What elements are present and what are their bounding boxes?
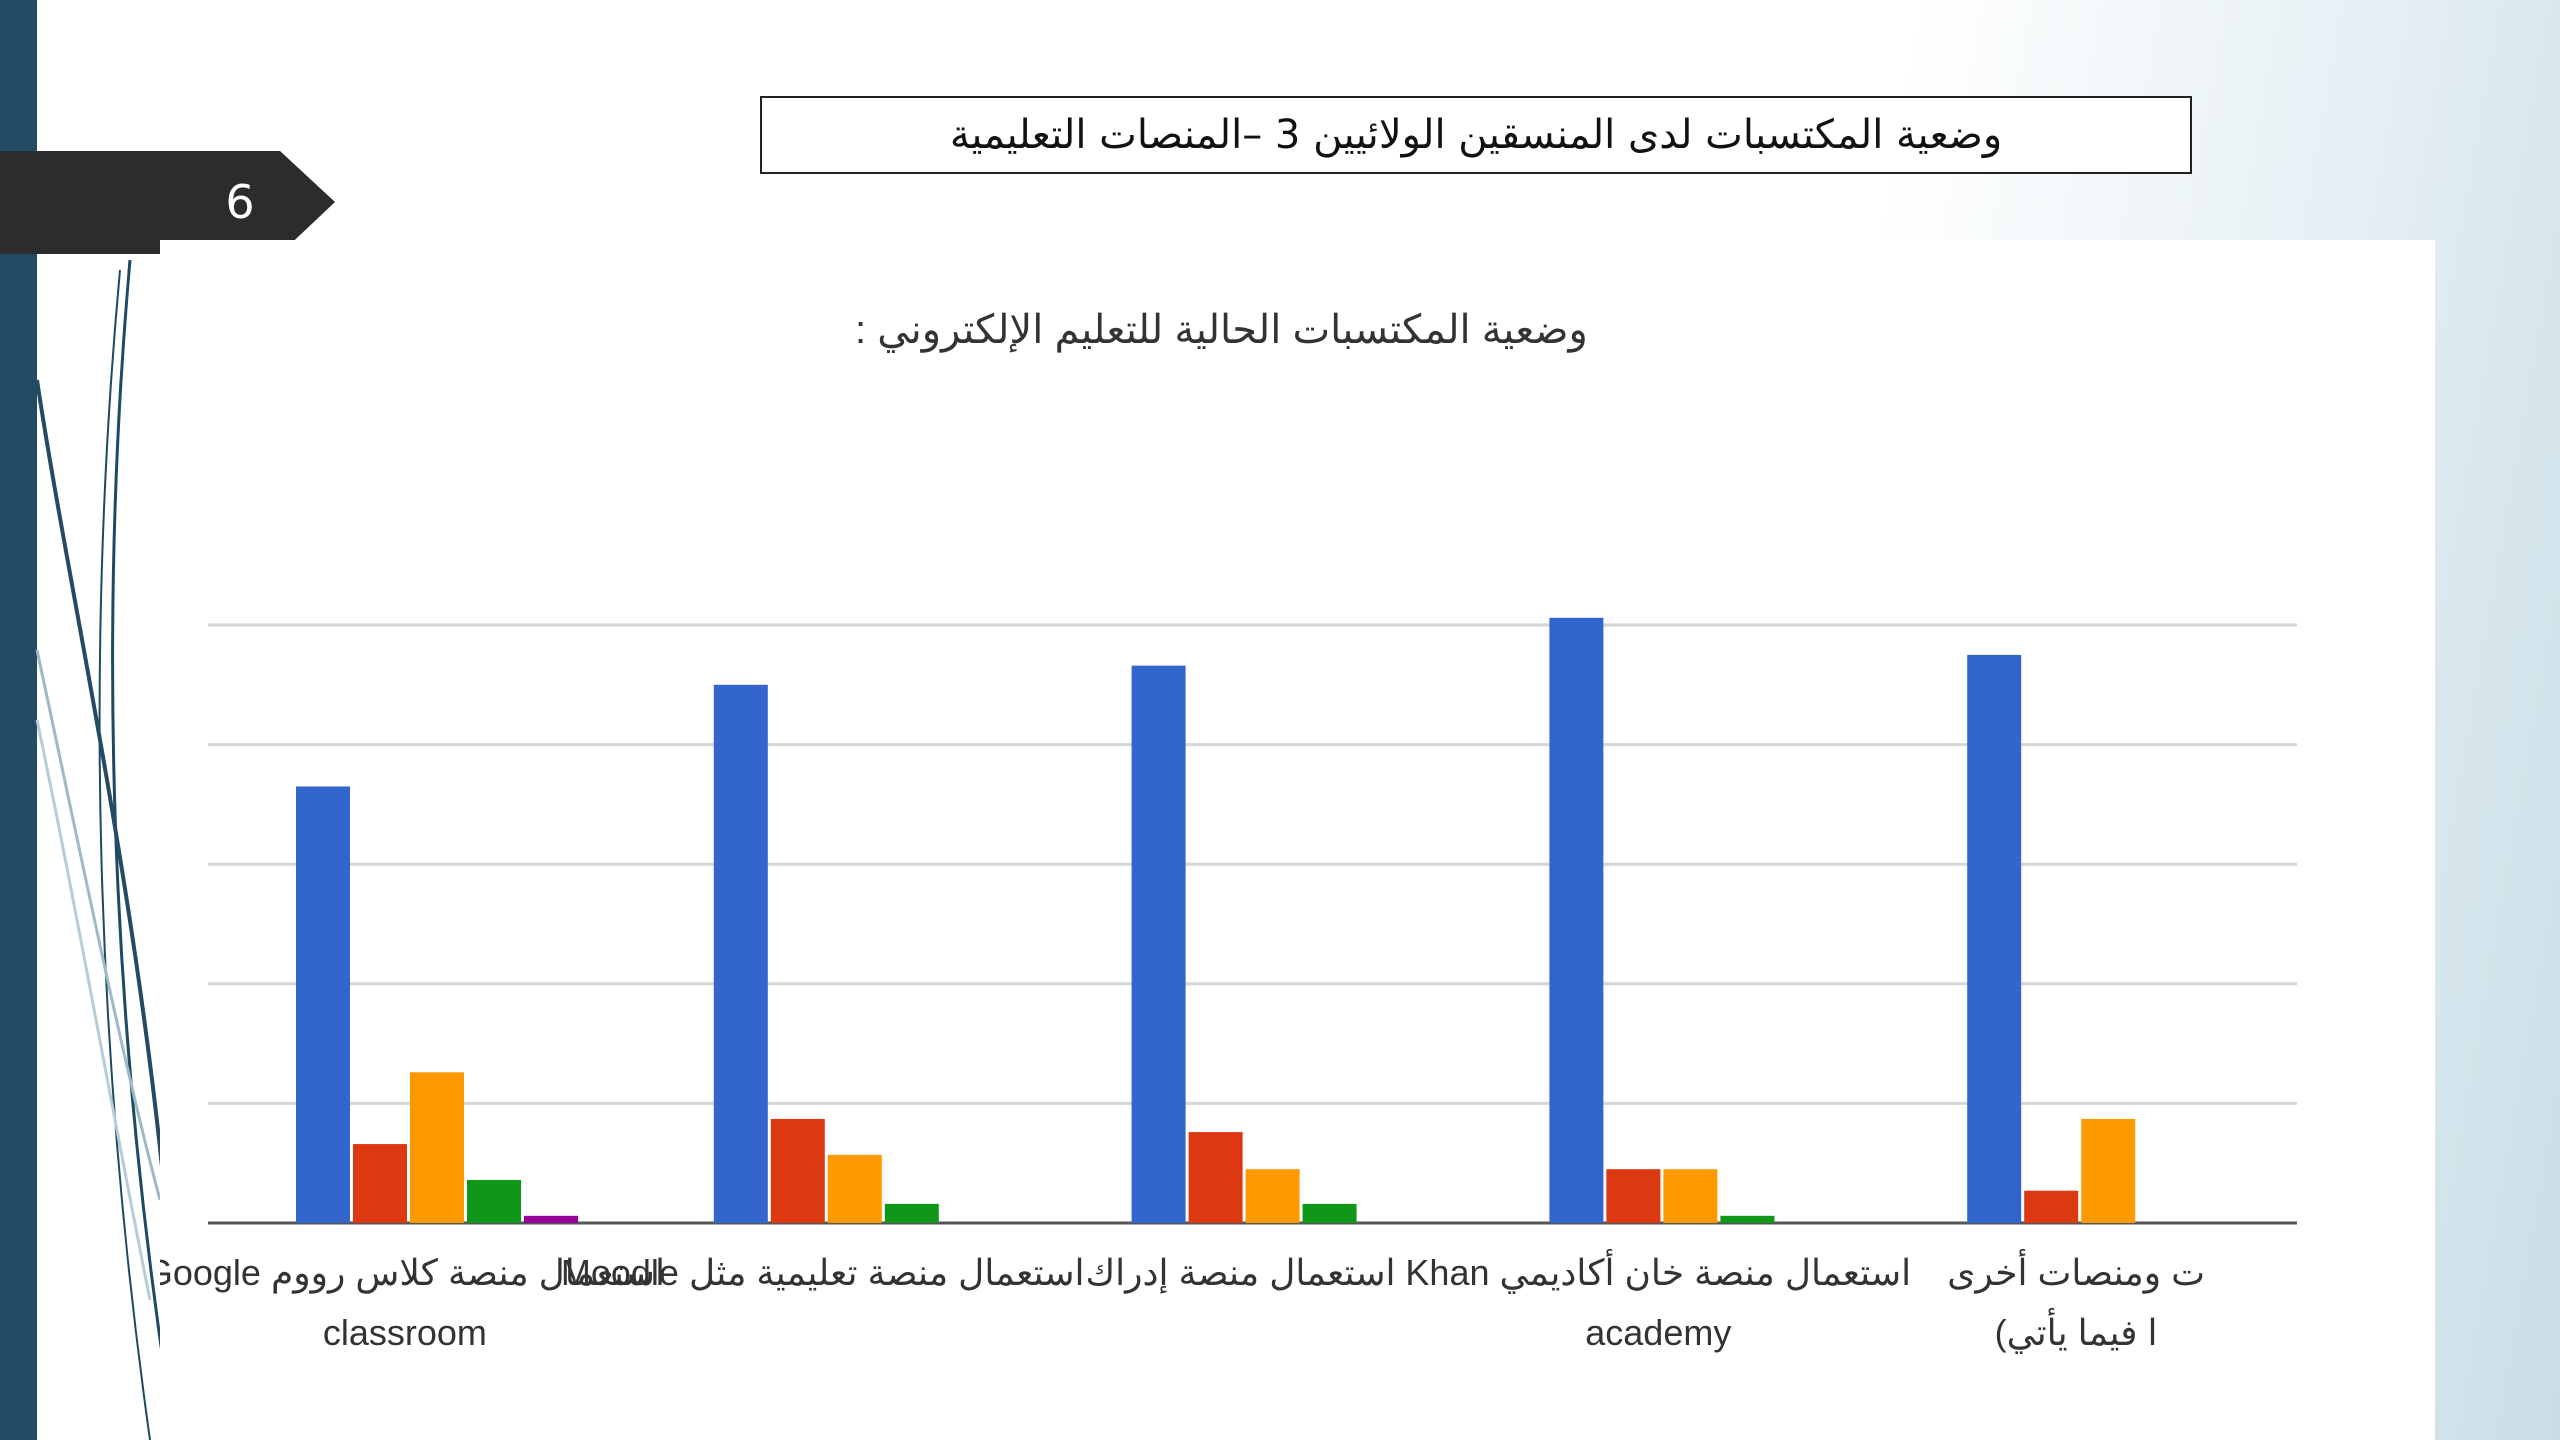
bar-series-2-category-2 xyxy=(770,1118,825,1223)
decorative-curves xyxy=(35,259,177,1440)
category-label: classroom xyxy=(323,1312,487,1353)
category-label: استعمال منصة كلاس رووم Google xyxy=(160,1252,665,1294)
slide-title-box: وضعية المكتسبات لدى المنسقين الولائيين 3… xyxy=(760,96,2192,174)
bar-series-1-category-1 xyxy=(296,786,350,1223)
category-labels: استعمال منصة كلاس رووم Google classroom اس… xyxy=(160,1248,2205,1354)
chart-title: وضعية المكتسبات الحالية للتعليم الإلكترو… xyxy=(855,308,1588,354)
bar-series-3-category-2 xyxy=(827,1154,882,1223)
category-label: استعمال منصة تعليمية مثل Moodle xyxy=(561,1252,1085,1293)
bar-series-3-category-5 xyxy=(2081,1118,2136,1223)
bars xyxy=(296,617,2136,1223)
bar-series-3-category-3 xyxy=(1245,1169,1300,1223)
bar-series-1-category-2 xyxy=(713,684,768,1223)
bar-series-4-category-2 xyxy=(884,1203,939,1223)
bar-series-4-category-4 xyxy=(1720,1215,1775,1223)
bar-series-5-category-1 xyxy=(524,1215,578,1223)
slide-number-tab xyxy=(0,151,335,254)
bar-series-2-category-3 xyxy=(1188,1132,1243,1223)
bar-series-1-category-5 xyxy=(1967,654,2022,1223)
chart-panel: وضعية المكتسبات الحالية للتعليم الإلكترو… xyxy=(160,240,2435,1440)
category-label: استعمال منصة إدراك xyxy=(1085,1252,1395,1294)
category-label: academy xyxy=(1585,1312,1731,1353)
bar-series-2-category-5 xyxy=(2024,1190,2079,1223)
bar-series-1-category-3 xyxy=(1131,665,1186,1223)
bar-series-3-category-4 xyxy=(1663,1169,1718,1223)
bar-series-1-category-4 xyxy=(1549,617,1604,1223)
bar-series-2-category-1 xyxy=(353,1144,407,1223)
bar-series-2-category-4 xyxy=(1606,1169,1661,1223)
bar-series-4-category-3 xyxy=(1302,1203,1357,1223)
slide-number: 6 xyxy=(225,175,255,229)
bar-series-4-category-1 xyxy=(467,1179,521,1223)
bar-chart: وضعية المكتسبات الحالية للتعليم الإلكترو… xyxy=(160,308,2297,1354)
category-label: استعمال منصة خان أكاديمي Khan xyxy=(1405,1248,1911,1294)
bar-series-3-category-1 xyxy=(410,1072,464,1223)
category-label: ت ومنصات أخرى xyxy=(1947,1248,2205,1294)
slide-title: وضعية المكتسبات لدى المنسقين الولائيين 3… xyxy=(949,112,2003,158)
category-label: ا فيما يأتي) xyxy=(1995,1307,2158,1354)
